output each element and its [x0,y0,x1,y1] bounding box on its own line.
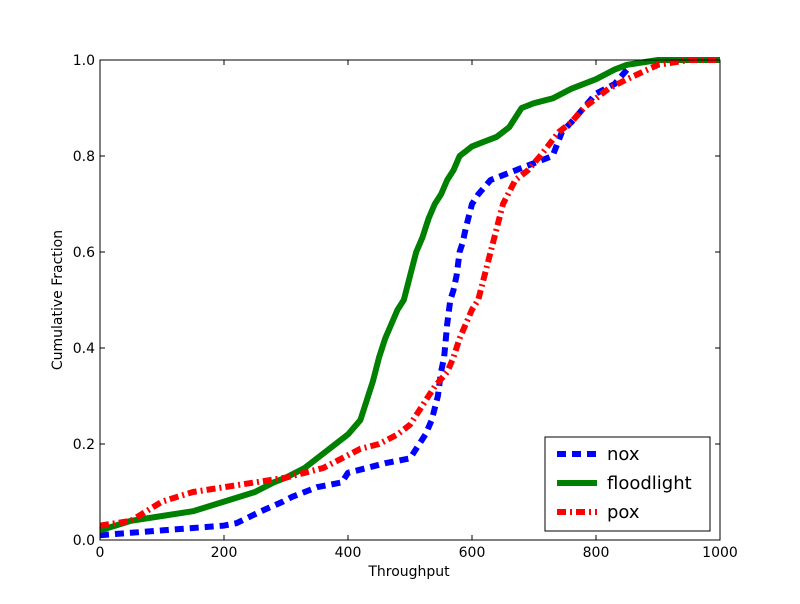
x-tick-label: 400 [335,545,362,561]
y-axis-label: Cumulative Fraction [50,230,66,370]
y-tick-label: 0.0 [73,533,95,549]
y-tick-label: 0.4 [73,341,95,357]
axis-ticks: 0 200 400 600 800 1000 0.0 0.2 0.4 0.6 0.8 1.0 [73,53,738,561]
plot-area [99,57,720,539]
series-line-floodlight [99,57,720,534]
series-line-pox [99,57,720,529]
y-tick-label: 0.6 [73,245,95,261]
x-tick-label: 0 [96,545,105,561]
y-tick-label: 0.8 [73,149,95,165]
axes-box [99,59,721,541]
x-tick-label: 1000 [702,545,738,561]
legend-label-floodlight: floodlight [607,473,692,494]
y-tick-label: 0.2 [73,437,95,453]
legend-label-pox: pox [607,502,640,523]
y-tick-label: 1.0 [73,53,95,69]
axes-frame [99,59,721,541]
x-axis-label: Throughput [367,564,450,580]
x-tick-label: 200 [211,545,238,561]
legend-label-nox: nox [607,444,640,465]
x-tick-label: 800 [583,545,610,561]
series-line-nox [99,67,630,539]
legend: nox floodlight pox [544,436,711,532]
x-tick-label: 600 [459,545,486,561]
